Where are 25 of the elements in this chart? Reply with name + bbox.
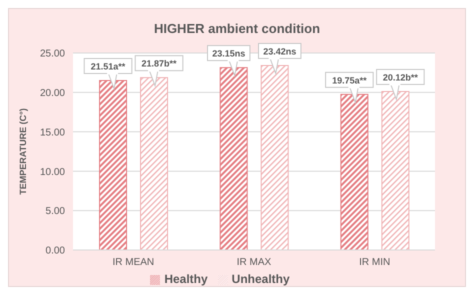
y-axis-title: TEMPERATURE (C°): [18, 108, 28, 195]
y-tick-label: 10.00: [40, 166, 66, 178]
data-label: 23.42ns: [263, 46, 296, 56]
y-tick-label: 20.00: [40, 88, 66, 99]
data-label: 21.51a**: [90, 62, 126, 72]
data-label: 20.12b**: [382, 72, 418, 82]
data-label: 21.87b**: [142, 58, 178, 69]
y-tick-label: 25.00: [40, 48, 66, 60]
y-tick-label: 5.00: [46, 206, 66, 218]
bar: [220, 67, 248, 250]
data-label: 19.75a**: [332, 75, 368, 86]
bar: [140, 77, 168, 250]
bar: [260, 64, 289, 250]
legend-label: Unhealthy: [232, 272, 290, 286]
x-tick-label: IR MIN: [359, 257, 390, 268]
y-tick-label: 15.00: [40, 127, 66, 138]
x-tick-label: IR MEAN: [112, 257, 154, 268]
chart-title: HIGHER ambient condition: [152, 20, 322, 38]
bar: [340, 94, 368, 250]
x-tick-label: IR MAX: [236, 257, 272, 268]
bar: [99, 80, 128, 250]
y-tick-label: 0.00: [46, 246, 66, 257]
bar: [381, 90, 410, 250]
data-label: 23.15ns: [212, 48, 246, 59]
legend-label: Healthy: [164, 272, 208, 286]
